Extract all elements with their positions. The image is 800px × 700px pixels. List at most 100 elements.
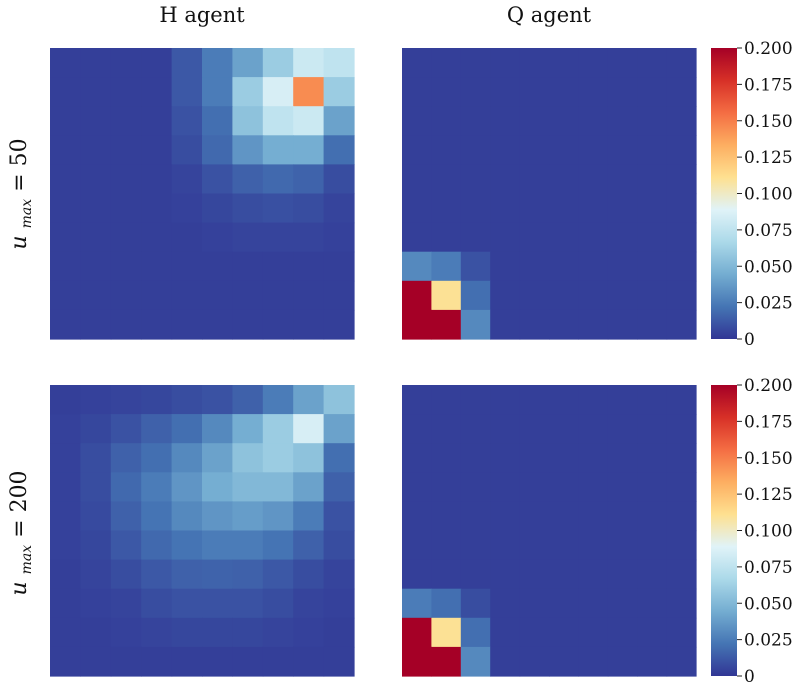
colorbar-tick-label: 0.150 [744,449,793,469]
heatmap-panel [50,385,355,677]
svg-text:u max = 200: u max = 200 [7,470,37,595]
heatmap-cell [141,501,173,532]
heatmap-cell [141,588,173,619]
heatmap-cell [460,251,491,282]
heatmap-cell [490,251,521,282]
heatmap-cell [637,385,668,415]
heatmap-cell [232,501,264,532]
heatmap-cell [110,48,142,78]
heatmap-cell [460,48,491,78]
heatmap-cell [607,309,638,340]
heatmap-cell [431,222,462,253]
heatmap-cell [50,164,81,195]
heatmap-cell [50,48,81,78]
heatmap-cell [519,501,550,532]
heatmap-cell [607,472,638,502]
heatmap-cell [80,222,112,253]
heatmap-cell [607,588,638,619]
heatmap-cell [431,443,462,473]
heatmap-cell [262,559,294,590]
heatmap-cell [262,164,294,195]
heatmap-cell [262,617,294,648]
heatmap-cell [637,251,668,282]
heatmap-cell [666,280,697,311]
heatmap-cell [80,48,112,78]
heatmap-cell [141,472,173,502]
heatmap-cell [141,414,173,444]
colorbar-gradient [711,385,737,676]
heatmap-cell [519,414,550,444]
heatmap-cell [637,559,668,590]
heatmap-cell [431,530,462,561]
heatmap-cell [460,443,491,473]
row-label-umax-200: u max = 200 [7,470,37,595]
heatmap-cell [262,472,294,502]
heatmap-cell [80,309,112,340]
heatmap-cell [431,77,462,107]
row-label-rhs: = 50 [7,138,32,191]
heatmap-cell [262,646,294,677]
colorbar-tick-label: 0.175 [744,412,793,432]
heatmap-cell [50,501,81,532]
colorbar-tick-label: 0.125 [744,148,793,168]
heatmap-cell [519,617,550,648]
heatmap-cell [607,106,638,136]
heatmap-cell [50,77,81,107]
heatmap-cell [402,309,432,340]
heatmap-cell [460,414,491,444]
heatmap-cell [171,443,203,473]
heatmap-cell [171,77,203,107]
heatmap-cell [323,77,355,107]
heatmap-cell [549,106,579,136]
heatmap-cell [110,472,142,502]
colorbar-gradient [711,48,737,339]
heatmap-cell [607,385,638,415]
heatmap-cell [549,530,579,561]
heatmap-cell [232,222,264,253]
colorbar-tick-label: 0.100 [744,185,793,205]
colorbar-tick-label: 0 [744,330,755,350]
colorbar-tick-label: 0.125 [744,485,793,505]
heatmap-cell [171,222,203,253]
heatmap-cell [50,106,81,136]
heatmap-cell [323,164,355,195]
heatmap-cell [202,222,233,253]
heatmap-cell [549,309,579,340]
heatmap-cell [232,472,264,502]
heatmap-cell [402,164,432,195]
heatmap-cell [262,280,294,311]
heatmap-cell [637,501,668,532]
heatmap-cell [666,48,697,78]
colorbar-tick-label: 0.200 [744,376,793,396]
heatmap-cell [549,193,579,224]
heatmap-cell [666,222,697,253]
heatmap-cell [431,414,462,444]
heatmap-cell [549,414,579,444]
heatmap-cell [232,48,264,78]
heatmap-cell [80,414,112,444]
heatmap-cell [202,617,233,648]
heatmap-cell [171,309,203,340]
heatmap-cell [293,472,325,502]
heatmap-cell [578,588,609,619]
heatmap-cell [262,309,294,340]
heatmap-cell [80,77,112,107]
heatmap-cell [519,385,550,415]
heatmap-cell [490,530,521,561]
heatmap-cell [402,48,432,78]
colorbar-tick-label: 0.025 [744,631,793,651]
heatmap-cell [171,617,203,648]
heatmap-cell [637,48,668,78]
heatmap-cell [578,77,609,107]
row-label-sub: max [19,545,35,575]
heatmap-cell [607,414,638,444]
heatmap-cell [202,443,233,473]
heatmap-cell [519,135,550,165]
heatmap-cell [293,414,325,444]
heatmap-cell [141,309,173,340]
heatmap-cell [232,309,264,340]
heatmap-cell [293,135,325,165]
heatmap-cell [519,530,550,561]
heatmap-cell [637,414,668,444]
